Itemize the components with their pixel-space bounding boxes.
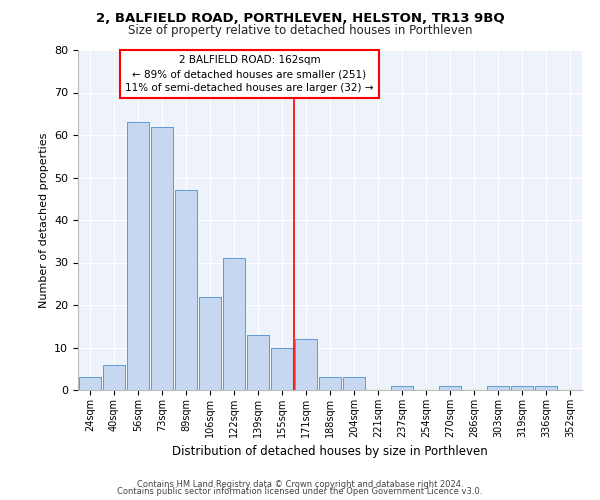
Bar (199, 296, 221, 390)
Text: Contains public sector information licensed under the Open Government Licence v3: Contains public sector information licen… (118, 488, 482, 496)
Bar (103, 364, 125, 390)
Text: Size of property relative to detached houses in Porthleven: Size of property relative to detached ho… (128, 24, 472, 37)
Bar (175, 190, 197, 390)
Bar (247, 335, 269, 390)
Bar (511, 386, 533, 390)
X-axis label: Distribution of detached houses by size in Porthleven: Distribution of detached houses by size … (172, 446, 488, 458)
Bar (151, 126, 173, 390)
Bar (127, 122, 149, 390)
Bar (319, 377, 341, 390)
Text: 2, BALFIELD ROAD, PORTHLEVEN, HELSTON, TR13 9BQ: 2, BALFIELD ROAD, PORTHLEVEN, HELSTON, T… (95, 12, 505, 26)
Bar (223, 258, 245, 390)
Bar (391, 386, 413, 390)
Bar (439, 386, 461, 390)
Bar (487, 386, 509, 390)
Y-axis label: Number of detached properties: Number of detached properties (38, 132, 49, 308)
Text: Contains HM Land Registry data © Crown copyright and database right 2024.: Contains HM Land Registry data © Crown c… (137, 480, 463, 489)
Text: 2 BALFIELD ROAD: 162sqm
← 89% of detached houses are smaller (251)
11% of semi-d: 2 BALFIELD ROAD: 162sqm ← 89% of detache… (125, 55, 374, 93)
Bar (271, 348, 293, 390)
Bar (295, 339, 317, 390)
Bar (343, 377, 365, 390)
Bar (79, 377, 101, 390)
Bar (535, 386, 557, 390)
